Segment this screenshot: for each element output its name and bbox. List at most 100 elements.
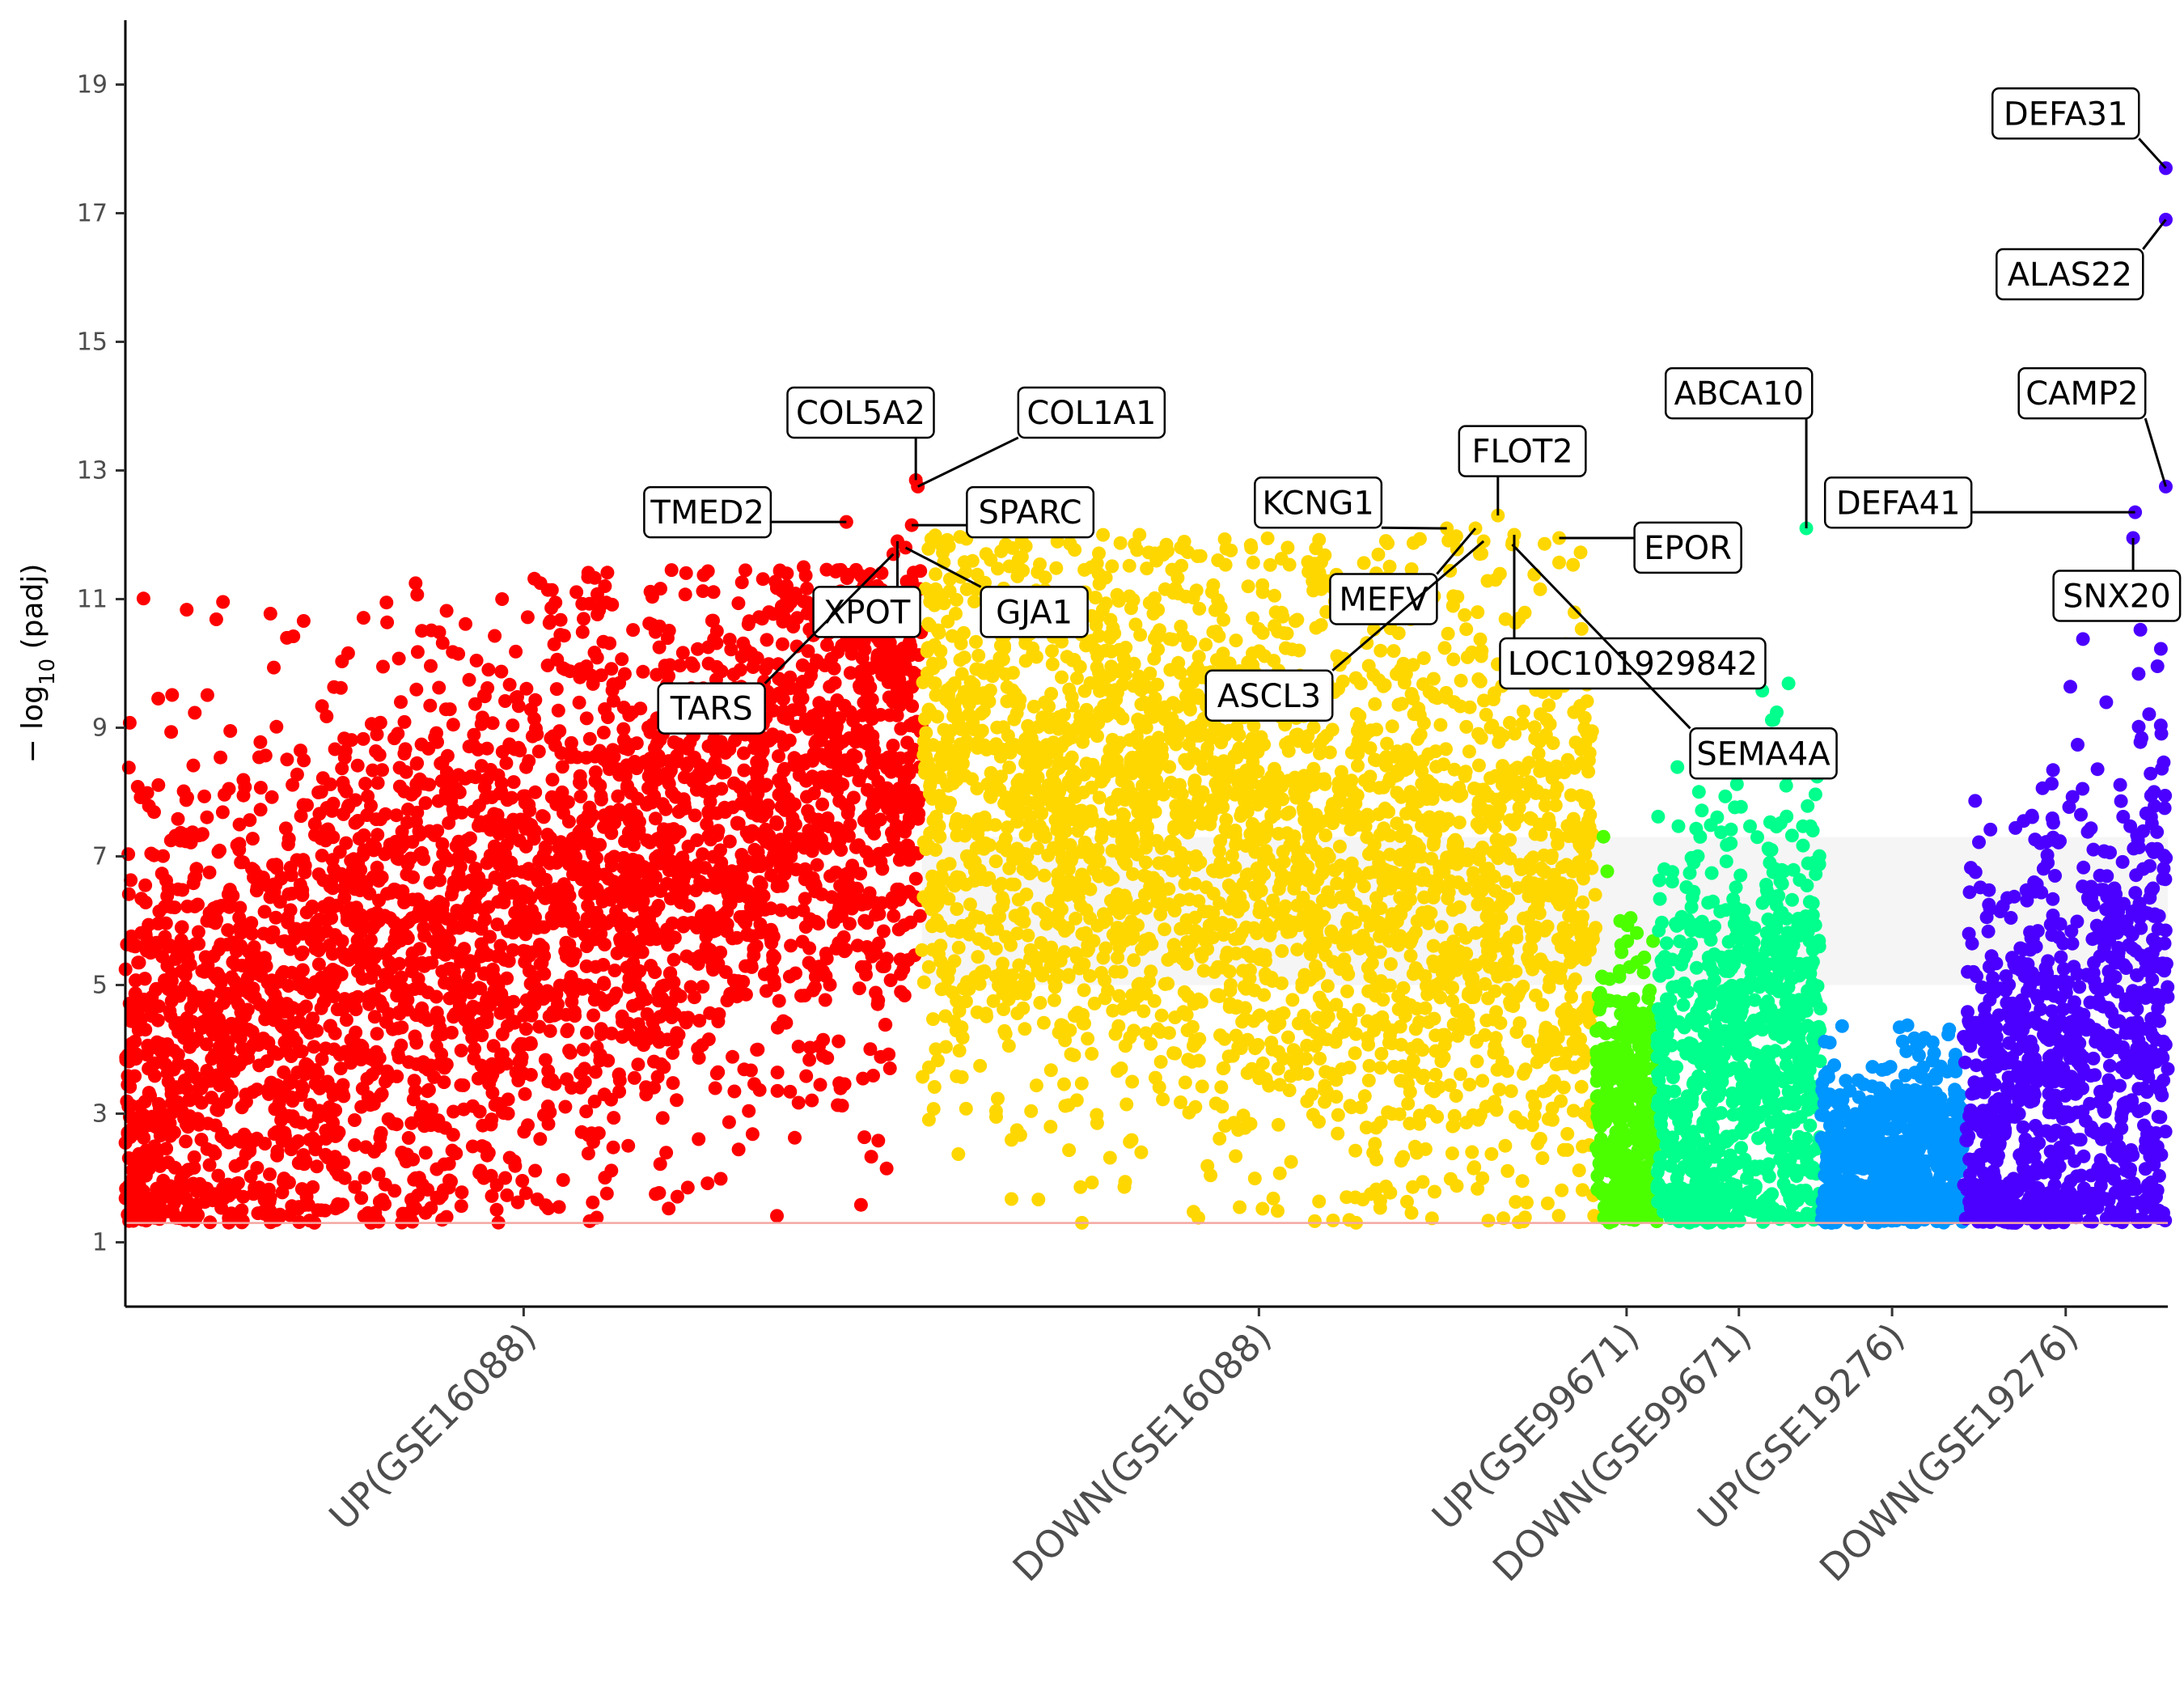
data-point <box>844 901 859 916</box>
data-point <box>586 913 600 927</box>
data-point <box>466 999 480 1014</box>
data-point <box>1246 555 1260 570</box>
data-point <box>607 964 622 977</box>
data-point <box>779 1015 794 1030</box>
data-point <box>455 845 470 859</box>
data-point <box>484 763 497 777</box>
data-point <box>1134 1145 1149 1159</box>
data-point <box>758 902 772 917</box>
data-point <box>660 876 674 891</box>
data-point <box>221 1078 235 1092</box>
data-point <box>772 749 785 764</box>
data-point <box>789 639 804 654</box>
data-point <box>480 741 494 756</box>
data-point <box>709 923 723 938</box>
data-point <box>890 820 904 835</box>
data-point <box>886 643 899 658</box>
data-point <box>355 1082 370 1095</box>
data-point <box>539 1198 553 1213</box>
data-point <box>184 1061 199 1076</box>
data-point <box>214 1129 229 1144</box>
data-point <box>221 923 235 938</box>
data-point <box>831 563 845 578</box>
data-point <box>347 1113 362 1127</box>
data-point <box>548 882 563 896</box>
data-point <box>1342 1213 1357 1227</box>
data-point <box>587 1095 602 1108</box>
data-point <box>569 982 583 997</box>
data-point <box>415 1001 430 1015</box>
data-point <box>581 898 595 913</box>
data-point <box>579 711 594 726</box>
data-point <box>831 909 845 924</box>
data-point <box>298 1059 313 1074</box>
data-point <box>498 995 513 1010</box>
data-point <box>424 1118 438 1133</box>
data-point <box>229 958 243 972</box>
data-point <box>266 879 281 893</box>
data-point <box>490 846 505 861</box>
data-point <box>158 973 172 988</box>
data-point <box>766 930 781 944</box>
data-point <box>339 1013 353 1027</box>
data-point <box>614 887 629 901</box>
data-point <box>854 960 869 974</box>
data-point <box>870 651 884 666</box>
data-point <box>354 1099 369 1114</box>
data-point <box>1509 1195 1523 1210</box>
data-point <box>551 997 565 1011</box>
data-point <box>397 784 412 799</box>
data-point <box>1466 866 1480 880</box>
data-point <box>379 595 394 610</box>
data-point <box>283 903 298 917</box>
data-point <box>802 722 816 736</box>
data-point <box>772 773 786 787</box>
data-point <box>495 744 510 759</box>
data-point <box>1122 558 1136 573</box>
data-point <box>433 873 447 888</box>
data-point <box>615 1009 629 1023</box>
data-point <box>315 849 329 862</box>
data-point <box>494 664 509 679</box>
data-point <box>532 938 547 952</box>
data-point <box>591 1126 606 1141</box>
data-point <box>988 1104 1003 1118</box>
data-point <box>471 1071 485 1086</box>
data-point <box>776 799 790 813</box>
data-point <box>701 640 715 655</box>
data-point <box>1493 1016 1508 1030</box>
data-point <box>149 981 163 996</box>
data-point <box>131 1023 146 1037</box>
data-point <box>1441 626 1455 641</box>
data-point <box>449 1146 463 1161</box>
data-point <box>131 1200 146 1214</box>
data-point <box>278 821 293 836</box>
data-point <box>652 640 667 655</box>
data-point <box>598 579 612 593</box>
data-point <box>819 562 834 577</box>
data-point <box>722 896 736 910</box>
data-point <box>604 1026 619 1040</box>
data-point <box>709 659 724 674</box>
data-point <box>197 789 212 803</box>
data-point <box>625 825 639 840</box>
data-point <box>391 727 405 741</box>
data-point <box>518 795 532 810</box>
data-point <box>1470 817 1484 831</box>
data-point <box>710 828 725 842</box>
data-point <box>789 862 803 877</box>
data-point <box>173 825 188 840</box>
data-point <box>372 893 386 908</box>
data-point <box>541 1116 556 1131</box>
data-point <box>468 770 483 785</box>
data-point <box>247 1133 261 1148</box>
data-point <box>586 1195 600 1210</box>
data-point <box>650 736 664 751</box>
data-point <box>138 878 153 892</box>
data-point <box>483 930 497 944</box>
data-point <box>684 980 698 994</box>
data-point <box>818 659 832 672</box>
data-point <box>887 909 901 923</box>
data-point <box>745 1127 760 1142</box>
data-point <box>154 866 169 881</box>
